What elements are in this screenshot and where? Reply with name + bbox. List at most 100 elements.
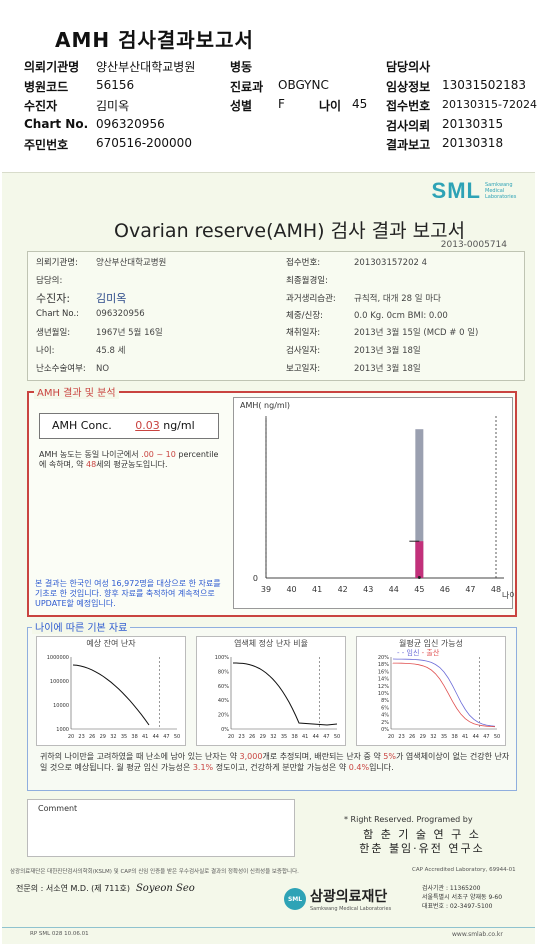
info-row: 보고일자: 2013년 3월 18일: [286, 364, 421, 374]
header-value: 20130315: [442, 117, 504, 131]
mini-x-tick-label: 35: [281, 734, 287, 740]
pregnancy-line: [392, 658, 496, 727]
header-field: 진료과: [230, 80, 264, 94]
info-row: 채취일자: 2013년 3월 15일 (MCD # 0 일): [286, 328, 479, 338]
pregnancy-chance-chart: 월평균 임신 가능성 - - 임신 - 출산 20 23 26 29 32 35 38 41 4…: [356, 636, 506, 746]
amh-result-box: AMH Conc. 0.03 ng/ml AMH 농도는 동일 나이군에서 .0…: [27, 391, 517, 617]
normal-oocyte-chart: 염색체 정상 난자 비율 20 23 26 29 32 35 38 41 44 47 50 100% 8…: [196, 636, 346, 746]
header-value: 20130318: [442, 136, 504, 150]
mini-y-tick-label: 0%: [381, 727, 389, 733]
amh-range-bar: [415, 429, 424, 578]
x-tick-label: 44: [389, 585, 399, 594]
mini-x-tick-label: 41: [142, 734, 148, 740]
sml-logo: SML Samkwang Medical Laboratories: [431, 178, 517, 203]
comment-label: Comment: [38, 804, 78, 813]
mini-x-tick-label: 26: [249, 734, 255, 740]
mini-x-tick-label: 50: [334, 734, 340, 740]
mini-x-tick-label: 44: [153, 734, 159, 740]
header-field: 접수번호: [386, 99, 431, 113]
mini-x-tick-label: 23: [398, 734, 404, 740]
amh-note: 본 결과는 한국인 여성 16,972명을 대상으로 한 자료를 기초로 한 것…: [35, 579, 221, 608]
mini-x-tick-label: 50: [494, 734, 500, 740]
mini-y-tick-label: 1000: [56, 727, 69, 733]
mini-x-tick-label: 44: [473, 734, 479, 740]
age-summary-text: 귀하의 나이만을 고려하였을 때 난소에 남아 있는 난자는 약 3,000개로…: [40, 752, 510, 772]
mini-x-tick-label: 23: [78, 734, 84, 740]
mini-x-tick-label: 47: [483, 734, 489, 740]
document-number: 2013-0005714: [440, 240, 507, 250]
mini-y-tick-label: 16%: [378, 669, 389, 675]
mini-x-tick-label: 38: [451, 734, 457, 740]
comment-box: Comment: [27, 799, 295, 857]
mini-y-tick-label: 40%: [218, 698, 229, 704]
x-tick-label: 45: [414, 585, 424, 594]
mini-chart-title: 월평균 임신 가능성: [399, 639, 463, 648]
mini-y-tick-label: 1000000: [47, 655, 69, 661]
info-row: 담당의:: [36, 276, 63, 286]
chart-ylabel: AMH( ng/ml): [240, 401, 291, 410]
remaining-oocyte-line: [72, 664, 150, 726]
age-basic-data-box: 예상 잔여 난자 20 23 26 29 32 35 38 41 44 47 50 1000000 10…: [27, 627, 517, 791]
header-field: 검사의뢰: [386, 119, 431, 133]
mini-y-tick-label: 6%: [381, 705, 389, 711]
info-row: 수진자: 김미옥: [36, 292, 127, 305]
x-tick-label: 43: [363, 585, 373, 594]
mini-x-tick-label: 29: [100, 734, 106, 740]
header-value: 56156: [96, 78, 135, 92]
info-row: Chart No.: 096320956: [36, 309, 145, 319]
header-value: 13031502183: [442, 78, 526, 92]
mini-x-tick-label: 41: [462, 734, 468, 740]
x-tick-label: 48: [491, 585, 501, 594]
x-tick-label: 47: [465, 585, 475, 594]
mini-y-tick-label: 10%: [378, 691, 389, 697]
report-header: AMH 검사결과보고서 의뢰기관명 양산부산대학교병원 병동 담당의사 병원코드…: [0, 0, 537, 165]
mini-x-tick-label: 44: [313, 734, 319, 740]
info-row: 의뢰기관명: 양산부산대학교병원: [36, 258, 167, 268]
header-field: 의뢰기관명: [24, 60, 80, 74]
header-value: 김미옥: [96, 99, 130, 113]
mini-y-tick-label: 20%: [378, 655, 389, 661]
mini-y-tick-label: 60%: [218, 684, 229, 690]
mini-x-tick-label: 26: [89, 734, 95, 740]
mini-x-tick-label: 50: [174, 734, 180, 740]
info-row: 생년월일: 1967년 5월 16일: [36, 328, 163, 338]
mini-legend: - - 임신 - 출산: [397, 649, 440, 657]
info-row: 체중/신장: 0.0 Kg. 0cm BMI: 0.00: [286, 311, 448, 321]
patient-value-point: [417, 576, 421, 580]
cap-note: CAP Accredited Laboratory, 69944-01: [412, 867, 516, 873]
mini-x-tick-label: 26: [409, 734, 415, 740]
mini-y-tick-label: 8%: [381, 698, 389, 704]
header-field: 나이: [319, 99, 342, 113]
header-field: 성별: [230, 99, 253, 113]
mini-y-tick-label: 100%: [215, 655, 230, 661]
header-value: 670516-200000: [96, 136, 192, 150]
mini-x-tick-label: 20: [388, 734, 394, 740]
institute-names: 함 춘 기 술 연 구 소 한춘 불임·유전 연구소: [359, 828, 485, 855]
mini-y-tick-label: 80%: [218, 669, 229, 675]
x-axis-label: 나이: [502, 590, 514, 600]
amh-section-label: AMH 결과 및 분석: [34, 384, 119, 399]
mini-y-tick-label: 0%: [221, 727, 229, 733]
remaining-oocyte-chart: 예상 잔여 난자 20 23 26 29 32 35 38 41 44 47 50 1000000 10…: [36, 636, 186, 746]
foundation-address: 검사기관 : 11365200 서울특별시 서초구 양재동 9-60 대표번호 …: [422, 885, 503, 910]
foundation-logo-icon: SML: [284, 888, 306, 910]
header-field: 결과보고: [386, 138, 431, 152]
header-field: 임상정보: [386, 80, 431, 94]
mini-x-tick-label: 38: [291, 734, 297, 740]
patient-info-box: 의뢰기관명: 양산부산대학교병원 담당의: 수진자: 김미옥 Chart No.: 0…: [27, 251, 525, 381]
header-value: 45: [352, 97, 368, 111]
header-field: 수진자: [24, 99, 58, 113]
mini-x-tick-label: 32: [430, 734, 436, 740]
x-tick-label: 42: [338, 585, 348, 594]
info-row: 과거생리습관: 규칙적, 대개 28 일 마다: [286, 294, 441, 304]
mini-x-tick-label: 35: [121, 734, 127, 740]
birth-line: [392, 662, 496, 728]
info-row: 나이: 45.8 세: [36, 346, 126, 356]
mini-y-tick-label: 10000: [53, 703, 69, 709]
info-row: 접수번호: 201303157202 4: [286, 258, 428, 268]
base-section-label: 나이에 따른 기본 자료: [32, 619, 131, 634]
header-value: F: [278, 97, 285, 111]
form-code: RP SML 028 10.06.01: [30, 931, 89, 937]
report-paper: SML Samkwang Medical Laboratories Ovaria…: [2, 172, 535, 944]
website-link[interactable]: www.smlab.co.kr: [452, 931, 503, 938]
